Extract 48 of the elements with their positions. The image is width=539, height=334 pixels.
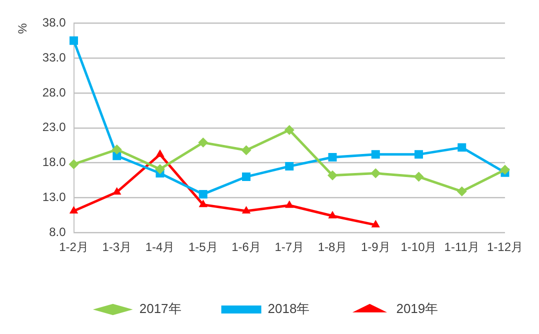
legend-label: 2019年 <box>396 301 438 316</box>
point <box>198 200 208 208</box>
point <box>328 210 337 218</box>
x-tick-label: 1-9月 <box>360 240 390 254</box>
point <box>328 152 337 162</box>
point <box>198 190 208 198</box>
point <box>371 220 380 228</box>
x-tick-label: 1-5月 <box>188 240 218 254</box>
point <box>285 200 294 208</box>
point <box>458 143 466 152</box>
point <box>285 162 294 171</box>
y-axis-title: % <box>16 22 30 34</box>
x-tick-label: 1-10月 <box>400 240 437 254</box>
x-tick-label: 1-8月 <box>318 240 348 254</box>
point <box>112 144 122 155</box>
y-tick-label: 23.0 <box>42 120 66 134</box>
point <box>414 172 424 182</box>
y-tick-label: 28.0 <box>42 85 66 100</box>
point <box>241 145 252 156</box>
point <box>112 187 122 195</box>
x-tick-label: 1-2月 <box>59 240 88 254</box>
point <box>69 206 78 214</box>
y-tick-label: 13.0 <box>42 190 66 204</box>
x-tick-label: 1-7月 <box>274 240 304 254</box>
y-tick-label: 33.0 <box>42 50 66 64</box>
x-tick-label: 1-3月 <box>102 240 132 254</box>
point <box>198 138 208 148</box>
legend-label: 2017年 <box>139 301 182 316</box>
y-tick-label: 18.0 <box>42 155 66 170</box>
point <box>284 124 294 135</box>
point <box>500 164 510 175</box>
point <box>371 150 380 159</box>
point <box>242 206 251 214</box>
point <box>327 170 338 180</box>
x-tick-label: 1-4月 <box>145 240 175 254</box>
legend-label: 2018年 <box>268 301 310 316</box>
y-tick-label: 8.0 <box>49 224 66 239</box>
point <box>370 168 381 178</box>
point <box>456 186 467 196</box>
y-tick-label: 38.0 <box>42 16 66 30</box>
x-tick-label: 1-11月 <box>444 240 480 254</box>
point <box>414 150 423 159</box>
x-tick-label: 1-12月 <box>486 240 524 254</box>
x-tick-label: 1-6月 <box>232 240 261 254</box>
point <box>155 164 166 174</box>
point <box>68 159 79 170</box>
point <box>242 172 250 182</box>
point <box>156 149 164 157</box>
